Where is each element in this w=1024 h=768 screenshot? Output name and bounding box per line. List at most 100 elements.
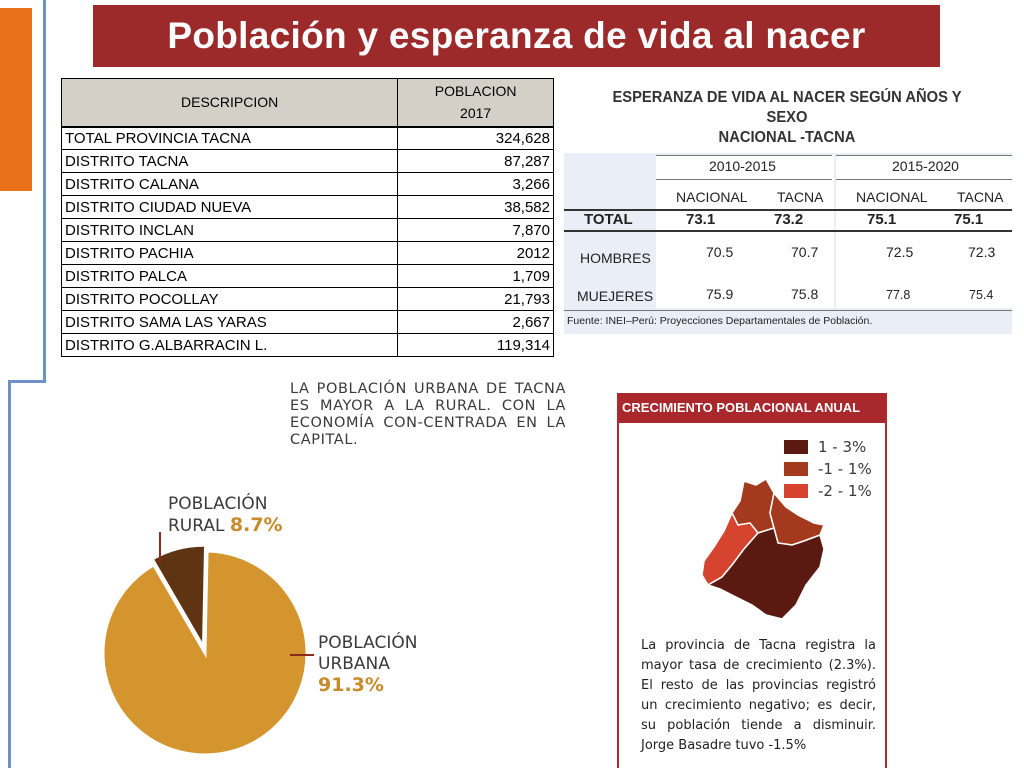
frame-line: [43, 0, 46, 380]
row-value: 87,287: [397, 149, 554, 173]
pie-slice-rural: [150, 545, 208, 653]
legend-label: -1 - 1%: [818, 460, 872, 478]
row-value: 38,582: [397, 195, 554, 219]
col-tacna-2: TACNA: [957, 189, 1004, 205]
life-expectancy-title-line1: ESPERANZA DE VIDA AL NACER SEGÚN AÑOS Y …: [612, 89, 962, 126]
row-label: DISTRITO CALANA: [60, 172, 399, 196]
row-hombres-label: HOMBRES: [580, 250, 651, 266]
period-2015-2020: 2015-2020: [892, 158, 959, 174]
frame-line: [8, 380, 11, 768]
table-row: DISTRITO CALANA 3,266: [60, 172, 554, 196]
header-population: POBLACION 2017: [397, 78, 554, 128]
row-label: DISTRITO PACHIA: [60, 241, 399, 265]
row-mujeres-label: MUEJERES: [577, 288, 654, 304]
header-description: DESCRIPCION: [60, 78, 399, 128]
legend-item: -1 - 1%: [784, 460, 872, 478]
mujeres-value: 75.9: [706, 286, 734, 302]
table-row: DISTRITO CIUDAD NUEVA 38,582: [60, 195, 554, 219]
pie-slice-urban: [101, 549, 309, 757]
legend-label: 1 - 3%: [818, 438, 867, 456]
legend-label: -2 - 1%: [818, 482, 872, 500]
divider: [564, 310, 1012, 311]
divider: [656, 155, 832, 156]
source-note: Fuente: INEI–Perú: Proyecciones Departam…: [567, 315, 873, 327]
urban-percent: 91.3%: [318, 674, 384, 696]
divider: [564, 230, 1012, 232]
header-population-line1: POBLACION: [434, 83, 517, 100]
table-row: DISTRITO INCLAN 7,870: [60, 218, 554, 242]
growth-description: La provincia de Tacna registra la mayor …: [641, 638, 876, 753]
life-expectancy-table: 2010-2015 2015-2020 NACIONAL TACNA NACIO…: [564, 153, 1012, 334]
slide-title: Población y esperanza de vida al nacer: [167, 15, 866, 56]
divider: [564, 209, 1012, 211]
table-header-row: DESCRIPCION POBLACION 2017: [60, 78, 554, 128]
rural-leader-line: [159, 532, 161, 563]
legend-item: 1 - 3%: [784, 438, 866, 456]
row-label: DISTRITO TACNA: [60, 149, 399, 173]
population-table: DESCRIPCION POBLACION 2017 TOTAL PROVINC…: [60, 78, 554, 357]
row-value: 21,793: [397, 287, 554, 311]
hombres-value: 72.5: [886, 244, 914, 260]
hombres-value: 70.7: [791, 244, 819, 260]
table-row: DISTRITO PALCA 1,709: [60, 264, 554, 288]
total-value: 73.2: [774, 211, 804, 228]
table-row: DISTRITO PACHIA 2012: [60, 241, 554, 265]
col-nacional-2: NACIONAL: [856, 189, 928, 205]
row-value: 2,667: [397, 310, 554, 334]
growth-header: CRECIMIENTO POBLACIONAL ANUAL: [619, 393, 885, 423]
row-value: 119,314: [397, 333, 554, 357]
table-row: TOTAL PROVINCIA TACNA 324,628: [60, 126, 554, 150]
slide-title-bar: Población y esperanza de vida al nacer: [93, 5, 940, 67]
urban-population-note: LA POBLACIÓN URBANA DE TACNA ES MAYOR A …: [290, 381, 566, 448]
map-region-tacna: [706, 527, 825, 620]
col-nacional-1: NACIONAL: [676, 189, 748, 205]
row-label: DISTRITO PALCA: [60, 264, 399, 288]
legend-swatch: [784, 484, 808, 498]
total-value: 75.1: [867, 211, 897, 228]
col-tacna-1: TACNA: [777, 189, 824, 205]
row-label: DISTRITO CIUDAD NUEVA: [60, 195, 399, 219]
row-value: 1,709: [397, 264, 554, 288]
table-row: DISTRITO POCOLLAY 21,793: [60, 287, 554, 311]
urban-leader-line: [290, 654, 314, 656]
divider: [656, 179, 832, 180]
life-expectancy-title: ESPERANZA DE VIDA AL NACER SEGÚN AÑOS Y …: [590, 88, 983, 148]
divider: [836, 179, 1012, 180]
hombres-value: 70.5: [706, 244, 734, 260]
orange-accent-block: [0, 8, 32, 191]
frame-line: [8, 380, 46, 383]
row-value: 2012: [397, 241, 554, 265]
rural-label-line1: POBLACIÓN: [168, 494, 268, 514]
life-expectancy-title-line2: NACIONAL -TACNA: [718, 129, 856, 146]
hombres-value: 72.3: [968, 244, 996, 260]
table-row: DISTRITO G.ALBARRACIN L. 119,314: [60, 333, 554, 357]
row-value: 7,870: [397, 218, 554, 242]
row-total-label: TOTAL: [584, 211, 633, 228]
mujeres-value: 77.8: [886, 288, 911, 302]
table-row: DISTRITO TACNA 87,287: [60, 149, 554, 173]
row-label: TOTAL PROVINCIA TACNA: [60, 126, 399, 150]
header-population-line2: 2017: [460, 105, 492, 122]
total-value: 73.1: [686, 211, 716, 228]
legend-swatch: [784, 440, 808, 454]
row-label: DISTRITO INCLAN: [60, 218, 399, 242]
rural-label-line2: RURAL 8.7%: [168, 515, 283, 537]
divider: [836, 155, 1012, 156]
urban-label-line2: URBANA: [318, 654, 390, 674]
urban-label: POBLACIÓN URBANA 91.3%: [318, 633, 417, 696]
total-value: 75.1: [954, 211, 984, 228]
mujeres-value: 75.8: [791, 286, 819, 302]
table-row: DISTRITO SAMA LAS YARAS 2,667: [60, 310, 554, 334]
legend-swatch: [784, 462, 808, 476]
row-value: 3,266: [397, 172, 554, 196]
rural-percent: 8.7%: [229, 514, 283, 536]
population-pie-chart: [101, 545, 309, 757]
urban-label-line1: POBLACIÓN: [318, 633, 418, 653]
rural-label: POBLACIÓN RURAL 8.7%: [168, 494, 283, 537]
row-label: DISTRITO SAMA LAS YARAS: [60, 310, 399, 334]
row-value: 324,628: [397, 126, 554, 150]
mujeres-value: 75.4: [969, 288, 994, 302]
tacna-region-map: [701, 477, 826, 620]
growth-panel: CRECIMIENTO POBLACIONAL ANUAL 1 - 3% -1 …: [617, 393, 887, 768]
legend-item: -2 - 1%: [784, 482, 872, 500]
